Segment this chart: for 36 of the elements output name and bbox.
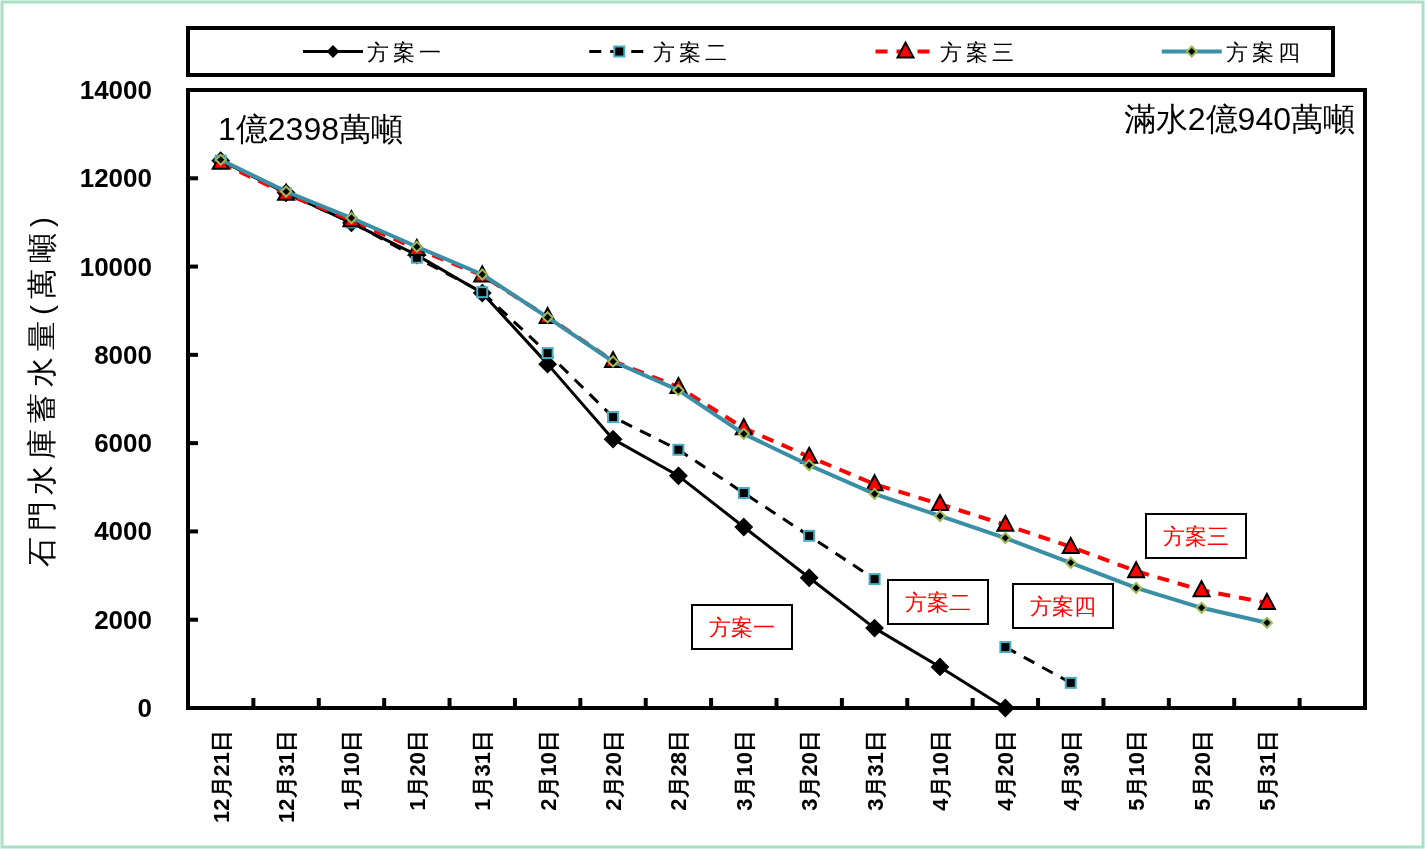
y-axis-title: 石門水庫蓄水量(萬噸) (25, 211, 58, 567)
y-tick-label: 6000 (94, 428, 152, 459)
x-tick-label: 1月31日 (470, 730, 496, 811)
annotation: 方案二 (905, 590, 971, 615)
x-tick-label: 3月31日 (862, 730, 888, 811)
annotation: 方案四 (1030, 594, 1096, 619)
annotation: 1億2398萬噸 (218, 111, 403, 147)
x-tick-label: 2月10日 (535, 730, 561, 811)
y-tick-label: 2000 (94, 604, 152, 635)
annotation: 方案一 (709, 615, 775, 640)
x-tick-label: 3月10日 (731, 730, 757, 811)
x-tick-label: 12月31日 (274, 730, 300, 823)
legend-label: 方案一 (367, 39, 445, 65)
x-tick-label: 3月20日 (797, 730, 823, 811)
x-tick-label: 12月21日 (208, 730, 234, 823)
x-tick-label: 5月20日 (1189, 730, 1215, 811)
y-tick-label: 4000 (94, 516, 152, 547)
x-tick-label: 5月10日 (1124, 730, 1150, 811)
y-tick-label: 0 (137, 693, 152, 723)
x-tick-label: 4月30日 (1058, 730, 1084, 811)
annotation: 滿水2億940萬噸 (1123, 101, 1355, 137)
x-tick-label: 5月31日 (1254, 730, 1280, 811)
legend-label: 方案四 (1225, 39, 1304, 65)
x-tick-label: 4月10日 (927, 730, 953, 811)
x-tick-label: 2月28日 (666, 730, 692, 811)
x-tick-label: 1月20日 (404, 730, 430, 811)
legend-label: 方案三 (939, 39, 1018, 65)
y-tick-label: 14000 (79, 75, 152, 105)
x-tick-label: 1月10日 (339, 730, 365, 811)
x-tick-label: 4月20日 (993, 730, 1019, 811)
legend-label: 方案二 (653, 39, 732, 65)
y-tick-label: 8000 (94, 339, 152, 370)
y-tick-label: 12000 (79, 163, 152, 194)
x-tick-label: 2月20日 (601, 730, 627, 811)
annotation: 方案三 (1163, 524, 1229, 549)
y-tick-label: 10000 (79, 251, 152, 282)
